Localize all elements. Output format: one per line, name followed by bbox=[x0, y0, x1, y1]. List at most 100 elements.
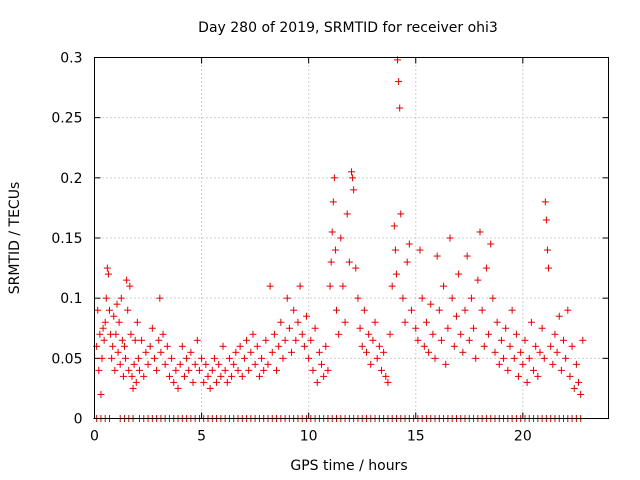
data-point bbox=[365, 330, 373, 338]
data-point bbox=[519, 360, 527, 368]
data-point bbox=[258, 354, 266, 362]
data-point bbox=[161, 360, 169, 368]
data-point bbox=[187, 348, 195, 356]
data-point bbox=[183, 354, 191, 362]
data-point bbox=[264, 360, 272, 368]
data-point bbox=[195, 366, 203, 374]
data-point bbox=[459, 348, 467, 356]
data-point bbox=[333, 306, 341, 314]
x-axis-label: GPS time / hours bbox=[290, 458, 407, 474]
y-axis-label: SRMTID / TECUs bbox=[7, 182, 23, 295]
data-points bbox=[93, 56, 587, 422]
data-point bbox=[448, 294, 456, 302]
data-point bbox=[142, 348, 150, 356]
data-point bbox=[217, 372, 225, 380]
data-point bbox=[339, 282, 347, 290]
data-point bbox=[315, 348, 323, 356]
data-point bbox=[290, 306, 298, 314]
data-point bbox=[360, 306, 368, 314]
data-point bbox=[128, 372, 136, 380]
data-point bbox=[219, 342, 227, 350]
data-point bbox=[122, 354, 130, 362]
data-point bbox=[100, 336, 108, 344]
data-point bbox=[497, 336, 505, 344]
data-point bbox=[536, 348, 544, 356]
data-point bbox=[131, 336, 139, 344]
data-point bbox=[260, 366, 268, 374]
data-point bbox=[534, 372, 542, 380]
data-point bbox=[349, 174, 357, 182]
data-point bbox=[495, 360, 503, 368]
data-point bbox=[110, 312, 118, 320]
data-point bbox=[523, 378, 531, 386]
data-point bbox=[442, 360, 450, 368]
data-point bbox=[575, 378, 583, 386]
data-point bbox=[170, 378, 178, 386]
data-point bbox=[135, 366, 143, 374]
data-point bbox=[431, 354, 439, 362]
data-point bbox=[324, 366, 332, 374]
data-point bbox=[350, 186, 358, 194]
data-point bbox=[172, 366, 180, 374]
data-point bbox=[427, 300, 435, 308]
data-point bbox=[307, 336, 315, 344]
data-point bbox=[341, 318, 349, 326]
data-point bbox=[146, 342, 154, 350]
data-point bbox=[153, 366, 161, 374]
data-point bbox=[125, 366, 133, 374]
data-point bbox=[478, 306, 486, 314]
x-tick-label: 10 bbox=[300, 429, 318, 445]
x-tick-label: 20 bbox=[514, 429, 532, 445]
data-point bbox=[320, 372, 328, 380]
data-point bbox=[405, 240, 413, 248]
data-point bbox=[305, 354, 313, 362]
data-point bbox=[562, 354, 570, 362]
data-point bbox=[236, 342, 244, 350]
data-point bbox=[388, 282, 396, 290]
data-point bbox=[335, 330, 343, 338]
data-point bbox=[517, 348, 525, 356]
data-point bbox=[489, 294, 497, 302]
data-point bbox=[124, 306, 132, 314]
data-point bbox=[176, 360, 184, 368]
y-tick-label: 0.3 bbox=[60, 51, 82, 67]
data-point bbox=[294, 318, 302, 326]
data-point bbox=[543, 246, 551, 254]
data-point bbox=[150, 354, 158, 362]
data-point bbox=[380, 348, 388, 356]
data-point bbox=[414, 336, 422, 344]
data-point bbox=[114, 348, 122, 356]
data-point bbox=[354, 294, 362, 302]
data-point bbox=[99, 324, 107, 332]
data-point bbox=[163, 342, 171, 350]
data-point bbox=[386, 330, 394, 338]
grid bbox=[94, 57, 609, 419]
data-point bbox=[416, 246, 424, 254]
data-point bbox=[392, 270, 400, 278]
data-point bbox=[560, 336, 568, 344]
data-point bbox=[461, 306, 469, 314]
data-point bbox=[112, 330, 120, 338]
data-point bbox=[132, 378, 140, 386]
data-point bbox=[300, 342, 308, 350]
data-point bbox=[123, 276, 131, 284]
data-point bbox=[463, 252, 471, 260]
data-point bbox=[311, 324, 319, 332]
data-point bbox=[435, 306, 443, 314]
data-point bbox=[487, 240, 495, 248]
data-point bbox=[538, 324, 546, 332]
data-point bbox=[116, 360, 124, 368]
data-point bbox=[403, 258, 411, 266]
data-point bbox=[191, 360, 199, 368]
data-point bbox=[474, 276, 482, 284]
y-tick-label: 0.05 bbox=[51, 351, 82, 367]
data-point bbox=[225, 354, 233, 362]
data-point bbox=[455, 270, 463, 278]
data-point bbox=[425, 348, 433, 356]
data-point bbox=[506, 342, 514, 350]
data-point bbox=[133, 318, 141, 326]
data-point bbox=[541, 198, 549, 206]
data-point bbox=[532, 342, 540, 350]
data-point bbox=[322, 342, 330, 350]
